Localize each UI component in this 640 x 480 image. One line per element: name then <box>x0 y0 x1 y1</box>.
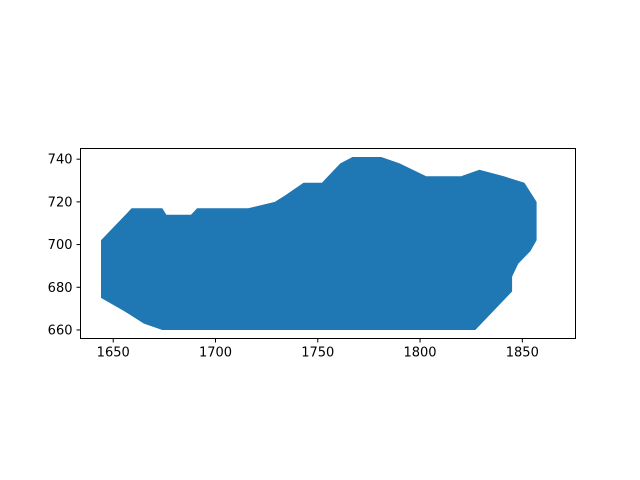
filled-region <box>101 157 537 330</box>
plot-frame <box>80 148 576 339</box>
x-tick-label: 1650 <box>97 346 130 361</box>
y-tick-label: 680 <box>48 281 73 296</box>
x-tick-label: 1700 <box>199 346 232 361</box>
y-tick-label: 700 <box>48 238 73 253</box>
y-tick-label: 740 <box>48 153 73 168</box>
x-tick-label: 1750 <box>301 346 334 361</box>
y-tick-label: 720 <box>48 195 73 210</box>
x-tick-label: 1800 <box>403 346 436 361</box>
y-tick-label: 660 <box>48 323 73 338</box>
x-tick-label: 1850 <box>506 346 539 361</box>
